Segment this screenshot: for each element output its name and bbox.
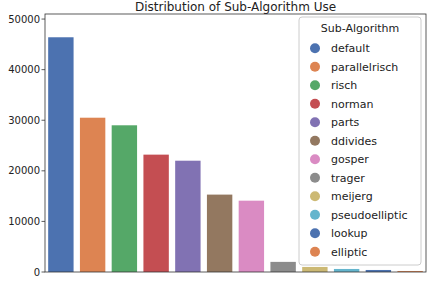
y-tick-label: 50000 [8, 14, 40, 25]
legend-marker [310, 43, 320, 53]
legend-marker [310, 99, 320, 109]
legend-marker [310, 117, 320, 127]
y-tick-label: 40000 [8, 64, 40, 75]
bar [302, 267, 327, 272]
legend-label: meijerg [331, 190, 373, 203]
legend-label: risch [331, 79, 357, 92]
y-tick [42, 272, 46, 273]
y-tick-label: 30000 [8, 115, 40, 126]
y-tick [42, 69, 46, 70]
legend-marker [310, 191, 320, 201]
legend-label: ddivides [331, 135, 377, 148]
title: Distribution of Sub-Algorithm Use [135, 0, 336, 14]
legend-label: default [331, 42, 370, 55]
legend-marker [310, 80, 320, 90]
legend-label: lookup [331, 227, 368, 240]
legend-label: parts [331, 116, 360, 129]
legend-box [299, 17, 421, 265]
y-tick [42, 221, 46, 222]
y-tick [42, 170, 46, 171]
legend-marker [310, 154, 320, 164]
legend-label: norman [331, 98, 373, 111]
legend-marker [310, 210, 320, 220]
legend: Sub-Algorithm default parallelrisch risch no… [299, 17, 421, 265]
legend-label: pseudoelliptic [331, 209, 408, 222]
axes-frame [45, 14, 426, 272]
legend-marker [310, 173, 320, 183]
y-tick-label: 0 [34, 267, 40, 278]
legend-marker [310, 228, 320, 238]
legend-title: Sub-Algorithm [321, 22, 400, 35]
legend-label: trager [331, 172, 365, 185]
y-tick [42, 19, 46, 20]
bar [239, 201, 264, 272]
legend-label: gosper [331, 153, 369, 166]
legend-label: elliptic [331, 246, 367, 259]
bar [48, 37, 73, 272]
chart: Distribution of Sub-Algorithm Use 0 10000 2… [0, 0, 428, 308]
bar [270, 262, 295, 272]
y-tick [42, 120, 46, 121]
legend-marker [310, 247, 320, 257]
bar [175, 161, 200, 272]
bar [143, 155, 168, 272]
legend-marker [310, 62, 320, 72]
bars [48, 37, 423, 272]
y-tick-label: 20000 [8, 165, 40, 176]
bar [112, 125, 137, 272]
legend-label: parallelrisch [331, 61, 398, 74]
bar [207, 195, 232, 272]
bar [334, 269, 359, 272]
legend-marker [310, 136, 320, 146]
bar [80, 118, 105, 272]
y-tick-label: 10000 [8, 216, 40, 227]
